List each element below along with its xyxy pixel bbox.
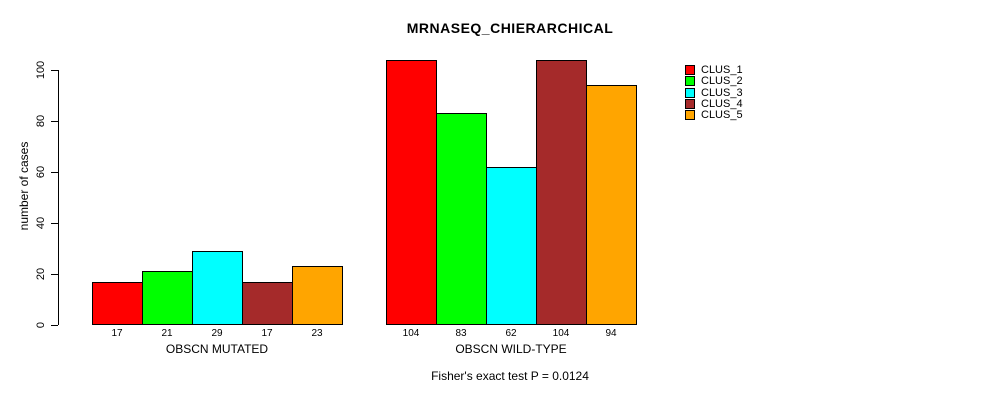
y-tick-mark — [51, 171, 58, 173]
legend-label: CLUS_2 — [701, 75, 743, 87]
legend-swatch — [685, 76, 695, 86]
y-tick-mark — [51, 222, 58, 224]
legend-label: CLUS_1 — [701, 64, 743, 76]
bar-clus_5-group2 — [586, 85, 637, 325]
legend-swatch — [685, 65, 695, 75]
y-tick-label: 0 — [35, 321, 47, 329]
group-label-wildtype: OBSCN WILD-TYPE — [455, 342, 567, 356]
bar-value-label: 83 — [455, 328, 467, 339]
bar-value-label: 104 — [402, 328, 420, 339]
bar-value-label: 17 — [111, 328, 123, 339]
bar-clus_2-group1 — [142, 271, 193, 325]
bar-value-label: 104 — [552, 328, 570, 339]
y-axis-title: number of cases — [17, 141, 31, 231]
bar-clus_3-group2 — [486, 167, 537, 325]
chart-title: MRNASEQ_CHIERARCHICAL — [406, 20, 614, 36]
bar-value-label: 62 — [505, 328, 517, 339]
y-axis-line — [58, 70, 59, 325]
bar-clus_3-group1 — [192, 251, 243, 325]
bar-clus_5-group1 — [292, 266, 343, 325]
bar-clus_4-group2 — [536, 60, 587, 325]
legend-label: CLUS_4 — [701, 98, 743, 110]
bar-clus_2-group2 — [436, 113, 487, 325]
legend-label: CLUS_5 — [701, 109, 743, 121]
group-label-mutated: OBSCN MUTATED — [165, 342, 269, 356]
bar-clus_4-group1 — [242, 282, 293, 325]
legend-label: CLUS_3 — [701, 87, 743, 99]
annotation-text: Fisher's exact test P = 0.0124 — [431, 369, 589, 383]
bar-value-label: 29 — [211, 328, 223, 339]
bar-value-label: 94 — [605, 328, 617, 339]
y-tick-mark — [51, 273, 58, 275]
legend-swatch — [685, 88, 695, 98]
bar-value-label: 21 — [161, 328, 173, 339]
legend-swatch — [685, 110, 695, 120]
y-tick-label: 40 — [35, 216, 47, 230]
y-tick-mark — [51, 120, 58, 122]
bar-value-label: 23 — [311, 328, 323, 339]
y-tick-mark — [51, 324, 58, 326]
legend-swatch — [685, 99, 695, 109]
y-tick-label: 80 — [35, 114, 47, 128]
bar-clus_1-group2 — [386, 60, 437, 325]
bar-value-label: 17 — [261, 328, 273, 339]
bar-clus_1-group1 — [92, 282, 143, 325]
y-tick-mark — [51, 69, 58, 71]
y-tick-label: 20 — [35, 267, 47, 281]
y-tick-label: 60 — [35, 165, 47, 179]
y-tick-label: 100 — [35, 60, 47, 80]
